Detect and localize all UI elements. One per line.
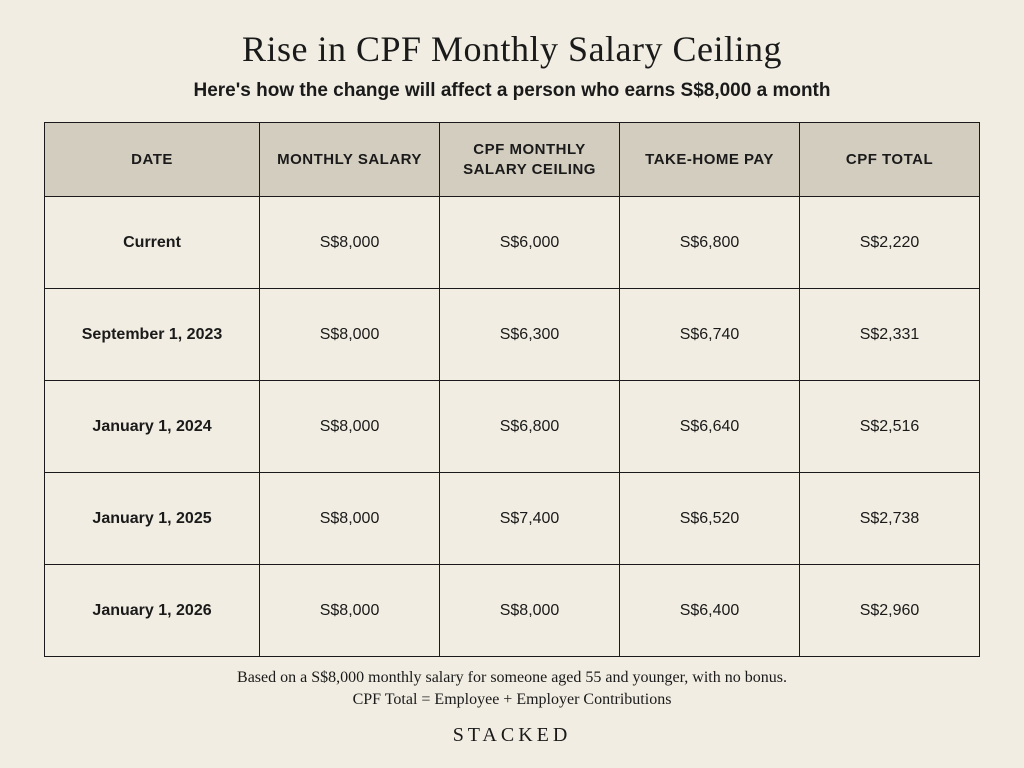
- cell-date: September 1, 2023: [45, 289, 260, 381]
- col-header-takehome: TAKE-HOME PAY: [620, 123, 800, 197]
- cell-cpf: S$2,738: [800, 473, 980, 565]
- col-header-salary: MONTHLY SALARY: [260, 123, 440, 197]
- page-subtitle: Here's how the change will affect a pers…: [44, 80, 980, 102]
- page-title: Rise in CPF Monthly Salary Ceiling: [44, 28, 980, 70]
- table-header-row: DATE MONTHLY SALARY CPF MONTHLY SALARY C…: [45, 123, 980, 197]
- cell-cpf: S$2,960: [800, 565, 980, 657]
- cell-salary: S$8,000: [260, 289, 440, 381]
- table-row: January 1, 2024 S$8,000 S$6,800 S$6,640 …: [45, 381, 980, 473]
- cell-ceiling: S$6,300: [440, 289, 620, 381]
- cell-date: January 1, 2026: [45, 565, 260, 657]
- col-header-date: DATE: [45, 123, 260, 197]
- cell-takehome: S$6,800: [620, 197, 800, 289]
- cpf-table: DATE MONTHLY SALARY CPF MONTHLY SALARY C…: [44, 122, 980, 657]
- cell-cpf: S$2,331: [800, 289, 980, 381]
- cell-date: January 1, 2025: [45, 473, 260, 565]
- cell-ceiling: S$6,800: [440, 381, 620, 473]
- cell-salary: S$8,000: [260, 381, 440, 473]
- cell-salary: S$8,000: [260, 197, 440, 289]
- cell-salary: S$8,000: [260, 473, 440, 565]
- cell-ceiling: S$7,400: [440, 473, 620, 565]
- cell-cpf: S$2,516: [800, 381, 980, 473]
- col-header-ceiling: CPF MONTHLY SALARY CEILING: [440, 123, 620, 197]
- cell-takehome: S$6,740: [620, 289, 800, 381]
- brand-logo: STACKED: [44, 724, 980, 747]
- cell-ceiling: S$8,000: [440, 565, 620, 657]
- cell-takehome: S$6,400: [620, 565, 800, 657]
- cell-date: Current: [45, 197, 260, 289]
- col-header-cpf: CPF TOTAL: [800, 123, 980, 197]
- footnote-line-2: CPF Total = Employee + Employer Contribu…: [353, 691, 672, 708]
- table-row: January 1, 2025 S$8,000 S$7,400 S$6,520 …: [45, 473, 980, 565]
- table-row: September 1, 2023 S$8,000 S$6,300 S$6,74…: [45, 289, 980, 381]
- cell-ceiling: S$6,000: [440, 197, 620, 289]
- cell-takehome: S$6,640: [620, 381, 800, 473]
- table-row: Current S$8,000 S$6,000 S$6,800 S$2,220: [45, 197, 980, 289]
- table-row: January 1, 2026 S$8,000 S$8,000 S$6,400 …: [45, 565, 980, 657]
- cell-salary: S$8,000: [260, 565, 440, 657]
- footnote-line-1: Based on a S$8,000 monthly salary for so…: [237, 669, 787, 686]
- footnote: Based on a S$8,000 monthly salary for so…: [44, 667, 980, 712]
- cell-takehome: S$6,520: [620, 473, 800, 565]
- cell-date: January 1, 2024: [45, 381, 260, 473]
- cell-cpf: S$2,220: [800, 197, 980, 289]
